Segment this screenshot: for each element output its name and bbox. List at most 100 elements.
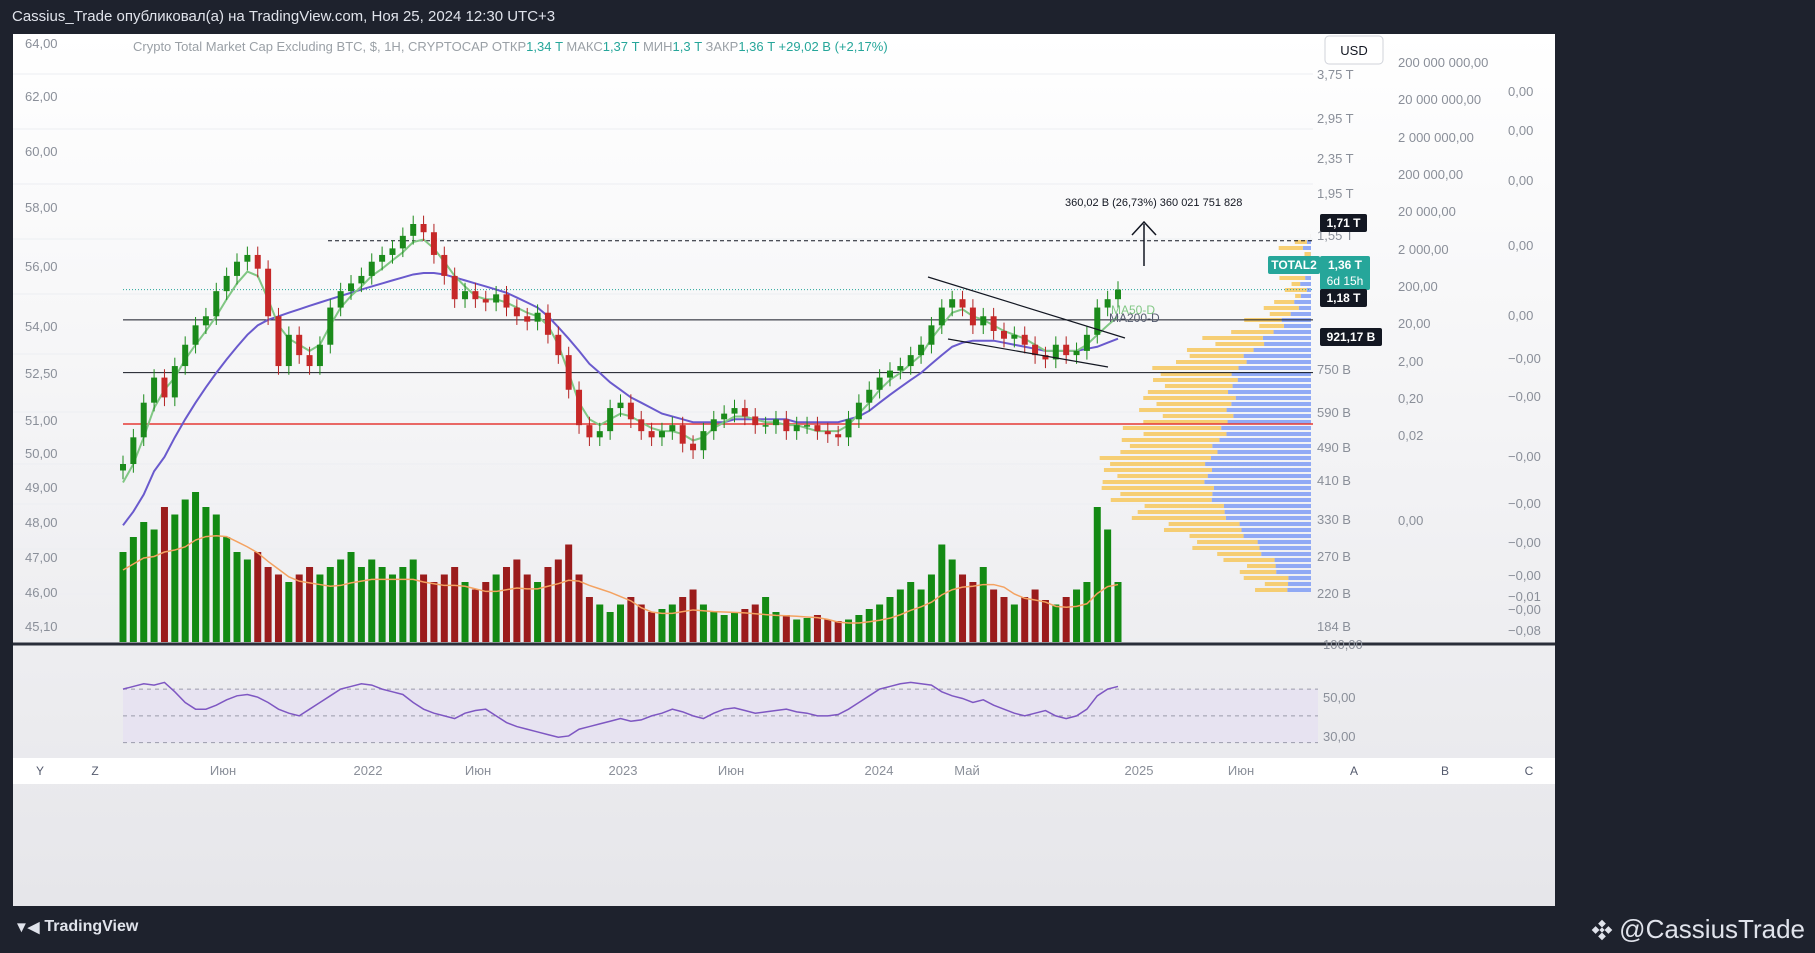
volume-profile-bar-down	[1103, 468, 1212, 472]
scale-button[interactable]: A	[1350, 764, 1358, 778]
volume-bar	[1052, 604, 1060, 642]
volume-profile-bar-up	[1306, 240, 1311, 244]
volume-profile-bar-up	[1261, 552, 1311, 556]
volume-profile-bar-up	[1288, 576, 1311, 580]
volume-profile-bar-up	[1246, 360, 1311, 364]
candle	[513, 299, 520, 325]
volume-bar	[316, 574, 324, 642]
volume-bar	[202, 507, 210, 642]
right-axis-3-label: −0,08	[1508, 623, 1541, 638]
price-tag-current[interactable]: 1,36 T 6d 15h	[1320, 256, 1370, 290]
volume-profile-bar-down	[1295, 294, 1301, 298]
scale-button[interactable]: B	[1441, 764, 1449, 778]
volume-profile-bar-up	[1219, 438, 1311, 442]
chart-area[interactable]: Crypto Total Market Cap Excluding BTC, $…	[13, 34, 1555, 906]
rsi-axis-label: 30,00	[1323, 729, 1356, 744]
volume-bar	[1114, 582, 1122, 642]
candle	[368, 253, 375, 285]
volume-bar	[917, 589, 925, 642]
candle-body	[1032, 344, 1039, 356]
candle-body	[617, 402, 624, 409]
volume-bar	[959, 574, 967, 642]
candle	[690, 435, 697, 459]
volume-bar	[927, 574, 935, 642]
volume-bar	[461, 582, 469, 642]
volume-profile-bar-up	[1275, 564, 1311, 568]
volume-profile-bar-up	[1228, 390, 1311, 394]
measure-label: 360,02 B (26,73%) 360 021 751 828	[1065, 197, 1242, 209]
volume-bar	[399, 567, 407, 642]
candle	[389, 240, 396, 264]
price-tag-resistance[interactable]: 1,18 T	[1320, 289, 1367, 307]
volume-profile-bar-down	[1144, 504, 1224, 508]
tradingview-logo-icon: ▼◀	[14, 919, 39, 936]
volume-bar	[990, 589, 998, 642]
volume-profile-bar-up	[1210, 456, 1311, 460]
price-tag-symbol-text: TOTAL2	[1271, 258, 1317, 272]
volume-bar	[876, 604, 884, 642]
volume-bar	[782, 615, 790, 642]
candle-body	[658, 431, 665, 438]
candle	[793, 416, 800, 440]
right-axis-1-label: 750 B	[1317, 362, 1351, 377]
volume-profile-bar-down	[1163, 528, 1242, 532]
volume-bar	[264, 567, 272, 642]
volume-profile-bar-up	[1226, 408, 1311, 412]
candle	[534, 304, 541, 331]
candle-body	[482, 299, 489, 303]
time-axis-label: Июн	[465, 763, 491, 778]
candle-body	[648, 431, 655, 438]
left-axis-label: 56,00	[25, 259, 58, 274]
volume-profile-bar-up	[1264, 342, 1311, 346]
candle-body	[244, 254, 251, 262]
volume-profile-bar-up	[1283, 324, 1311, 328]
volume-profile-bar-down	[1121, 438, 1220, 442]
right-axis-2-label: 200 000 000,00	[1398, 55, 1488, 70]
volume-bar	[129, 537, 137, 642]
volume-profile-bar-down	[1168, 522, 1240, 526]
volume-profile-bar-down	[1278, 246, 1303, 250]
candle-body	[918, 344, 925, 356]
candle	[327, 299, 334, 354]
price-tag-symbol[interactable]: TOTAL2	[1268, 256, 1320, 274]
candle-body	[576, 389, 583, 426]
candle-body	[327, 307, 334, 345]
volume-profile-bar-up	[1294, 300, 1311, 304]
volume-bar	[617, 604, 624, 642]
time-axis-label: Май	[954, 763, 979, 778]
scale-button[interactable]: Z	[91, 764, 98, 778]
wedge-upper-line	[927, 276, 1126, 339]
volume-profile-bar-down	[1102, 480, 1205, 484]
time-axis-label: 2024	[865, 763, 894, 778]
candle	[213, 282, 220, 325]
tradingview-logo[interactable]: ▼◀ TradingView	[14, 918, 138, 936]
candle	[835, 425, 842, 447]
price-tag-support[interactable]: 921,17 B	[1320, 328, 1382, 346]
volume-profile-bar-up	[1211, 468, 1311, 472]
candle-body	[1083, 334, 1090, 351]
price-tag-target[interactable]: 1,71 T	[1320, 214, 1367, 232]
volume-profile-bar-up	[1243, 354, 1311, 358]
candle-body	[544, 312, 551, 335]
candle	[648, 422, 655, 447]
candle-body	[1000, 330, 1007, 339]
author-handle[interactable]: @CassiusTrade	[1591, 914, 1805, 945]
scale-button[interactable]: Y	[36, 764, 44, 778]
candle	[151, 369, 158, 412]
volume-profile-bar-up	[1212, 492, 1311, 496]
candle	[379, 246, 386, 271]
candle	[1011, 326, 1018, 348]
currency-button[interactable]: USD	[1324, 35, 1384, 65]
volume-profile-bar-down	[1147, 390, 1229, 394]
candle-body	[928, 325, 935, 345]
right-axis-1-label: 270 B	[1317, 549, 1351, 564]
scale-button[interactable]: C	[1525, 764, 1534, 778]
candle	[316, 336, 323, 375]
candle	[337, 282, 344, 317]
candle-body	[772, 419, 779, 426]
volume-profile-bar-up	[1300, 294, 1311, 298]
volume-bar	[648, 612, 656, 642]
author-name: @CassiusTrade	[1619, 914, 1805, 944]
legend-part: 1,3 T	[673, 39, 706, 54]
volume-profile-bar-up	[1276, 570, 1311, 574]
